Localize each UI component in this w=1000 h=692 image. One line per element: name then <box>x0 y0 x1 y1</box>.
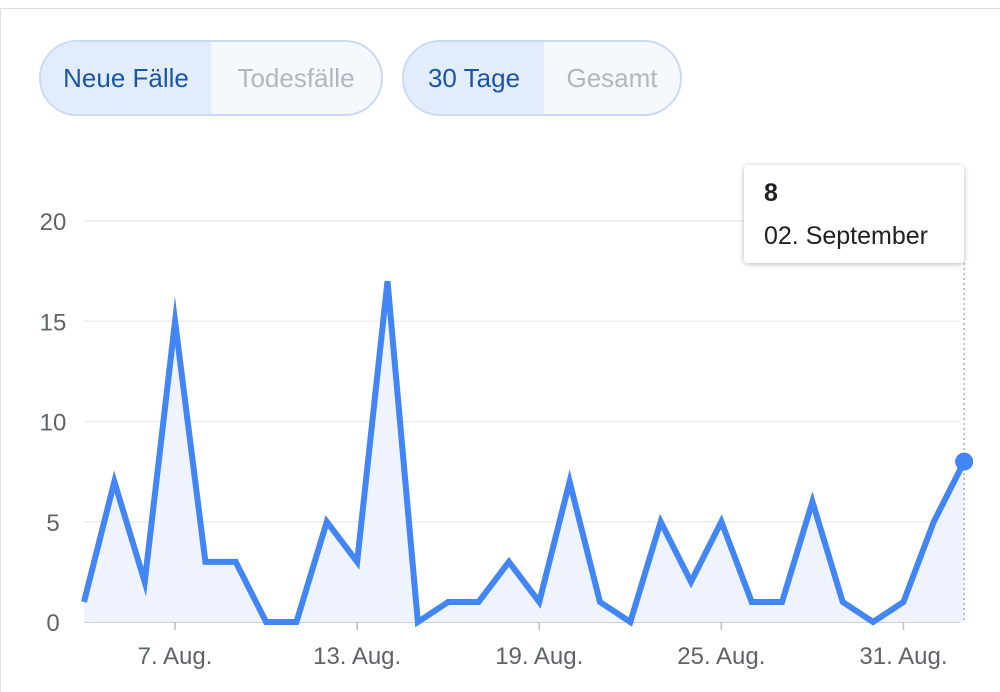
total-toggle[interactable]: Gesamt <box>566 62 658 93</box>
x-tick-label: 25. Aug. <box>677 643 765 670</box>
left-divider <box>0 8 1 692</box>
x-tick-label: 13. Aug. <box>313 643 401 670</box>
y-tick-label: 10 <box>40 410 67 437</box>
highlight-point <box>955 452 974 471</box>
tooltip-date: 02. September <box>764 222 928 250</box>
y-tick-label: 20 <box>40 209 67 236</box>
x-tick-label: 7. Aug. <box>138 643 213 670</box>
series-line <box>81 280 967 628</box>
deaths-toggle[interactable]: Todesfälle <box>237 62 355 93</box>
metric-toggle-group: Neue Fälle Todesfälle <box>39 40 383 116</box>
x-tick-label: 31. Aug. <box>859 643 947 670</box>
30-days-toggle[interactable]: 30 Tage <box>404 42 544 114</box>
y-tick-label: 0 <box>46 610 59 637</box>
x-tick-label: 19. Aug. <box>495 643 583 670</box>
chart-tooltip: 8 02. September <box>744 165 964 263</box>
range-toggle-group: 30 Tage Gesamt <box>402 40 682 116</box>
area-fill <box>84 281 965 622</box>
y-tick-label: 15 <box>40 309 67 336</box>
y-tick-label: 5 <box>46 510 59 537</box>
top-divider <box>0 8 1000 9</box>
tooltip-value: 8 <box>764 179 778 207</box>
new-cases-toggle[interactable]: Neue Fälle <box>41 42 211 114</box>
